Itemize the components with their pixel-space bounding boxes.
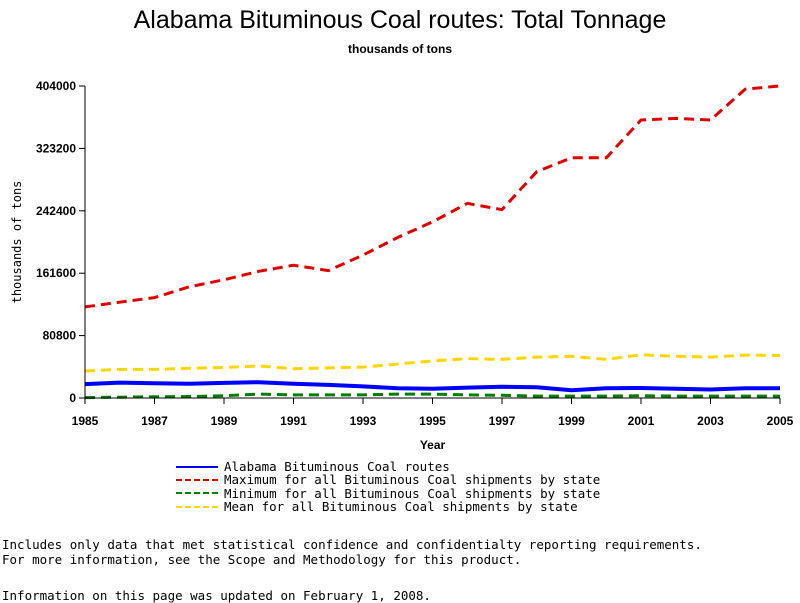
legend-label: Minimum for all Bituminous Coal shipment… <box>224 485 601 501</box>
series-line <box>84 380 780 393</box>
legend-entry: Alabama Bituminous Coal routes <box>176 459 600 475</box>
legend-entry: Maximum for all Bituminous Coal shipment… <box>176 472 601 488</box>
legend-label: Mean for all Bituminous Coal shipments b… <box>224 499 578 515</box>
x-tick-label: 1997 <box>489 414 516 428</box>
updated-note: Information on this page was updated on … <box>2 588 431 603</box>
legend-swatch <box>176 492 218 495</box>
x-tick-label: 1989 <box>211 414 238 428</box>
y-tick-label: 80800 <box>43 329 77 343</box>
y-tick-label: 242400 <box>36 204 76 218</box>
series-layer <box>84 84 781 400</box>
x-tick-label: 1987 <box>141 414 168 428</box>
x-tick-label: 1991 <box>280 414 307 428</box>
footnote-line: Includes only data that met statistical … <box>2 537 702 552</box>
legend-label: Alabama Bituminous Coal routes <box>224 459 450 475</box>
series-line <box>84 392 780 400</box>
x-tick-label: 2001 <box>628 414 655 428</box>
y-tick-label: 161600 <box>36 266 76 280</box>
x-tick-label: 1985 <box>72 414 99 428</box>
footnote-line: For more information, see the Scope and … <box>2 552 522 567</box>
x-tick-label: 1993 <box>350 414 377 428</box>
series-line <box>84 353 781 373</box>
chart-legend: Alabama Bituminous Coal routes Maximum f… <box>176 459 601 515</box>
y-tick-label: 404000 <box>36 79 76 93</box>
y-tick-label: 0 <box>69 391 76 405</box>
axes-layer: 0 80800 161600 242400 323200 404000 1985 1987 19… <box>10 79 794 452</box>
chart-subtitle: thousands of tons <box>348 42 452 56</box>
legend-entry: Minimum for all Bituminous Coal shipment… <box>176 485 601 501</box>
legend-label: Maximum for all Bituminous Coal shipment… <box>224 472 601 488</box>
legend-entry: Mean for all Bituminous Coal shipments b… <box>176 499 600 515</box>
series-line <box>84 84 781 309</box>
chart-title: Alabama Bituminous Coal routes: Total To… <box>133 6 667 34</box>
x-tick-label: 2005 <box>767 414 794 428</box>
x-axis-title: Year <box>420 438 446 452</box>
x-tick-label: 1995 <box>419 414 446 428</box>
x-tick-label: 2003 <box>697 414 724 428</box>
legend-swatch <box>176 478 218 481</box>
x-tick-label: 1999 <box>558 414 585 428</box>
line-chart: 0 80800 161600 242400 323200 404000 1985 1987 19… <box>10 79 794 452</box>
y-axis-title: thousands of tons <box>10 181 24 304</box>
legend-swatch <box>176 465 218 468</box>
footnotes: Includes only data that met statistical … <box>2 537 702 567</box>
y-tick-label: 323200 <box>36 141 76 155</box>
legend-swatch <box>176 505 218 508</box>
